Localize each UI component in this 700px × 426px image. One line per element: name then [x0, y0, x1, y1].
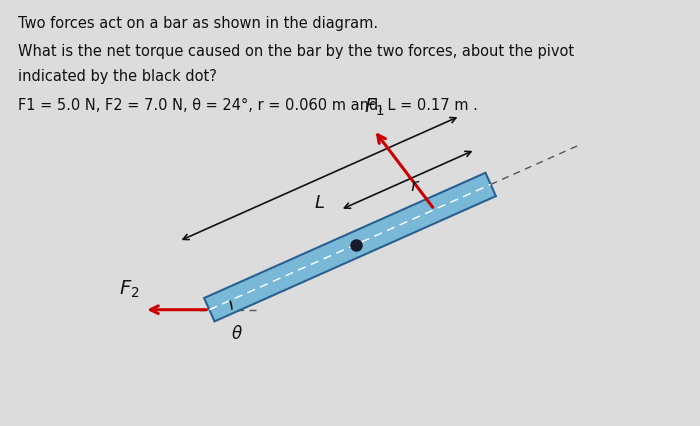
Text: Two forces act on a bar as shown in the diagram.: Two forces act on a bar as shown in the … — [18, 16, 378, 31]
Text: $F_2$: $F_2$ — [119, 279, 139, 300]
Text: $F_1$: $F_1$ — [363, 97, 384, 118]
Text: $L$: $L$ — [314, 193, 325, 212]
Text: F1 = 5.0 N, F2 = 7.0 N, θ = 24°, r = 0.060 m and, L = 0.17 m .: F1 = 5.0 N, F2 = 7.0 N, θ = 24°, r = 0.0… — [18, 98, 478, 113]
Text: $\theta$: $\theta$ — [232, 325, 243, 343]
Text: indicated by the black dot?: indicated by the black dot? — [18, 69, 217, 84]
Polygon shape — [204, 173, 496, 321]
Text: $r$: $r$ — [410, 177, 420, 196]
Text: What is the net torque caused on the bar by the two forces, about the pivot: What is the net torque caused on the bar… — [18, 44, 574, 59]
